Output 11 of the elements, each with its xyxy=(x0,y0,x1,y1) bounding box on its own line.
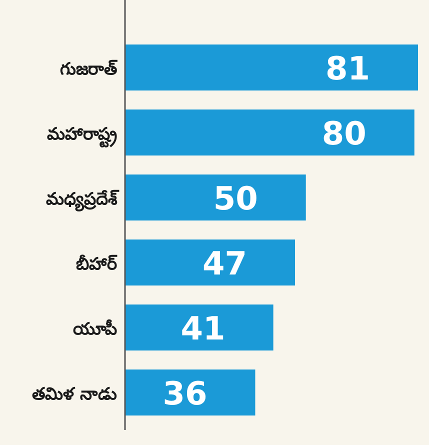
category-label: యూపీ xyxy=(73,320,117,340)
value-label: 80 xyxy=(322,114,366,152)
category-label: బీహార్ xyxy=(76,254,117,274)
value-label: 47 xyxy=(202,244,247,282)
category-label: మధ్యప్రదేశ్ xyxy=(46,190,117,210)
value-label: 41 xyxy=(180,310,226,348)
value-label: 36 xyxy=(162,374,208,412)
category-label: తమిళ నాడు xyxy=(32,384,117,404)
value-label: 50 xyxy=(213,180,258,218)
value-label: 81 xyxy=(325,50,370,88)
category-label: గుజరాత్ xyxy=(60,60,117,80)
